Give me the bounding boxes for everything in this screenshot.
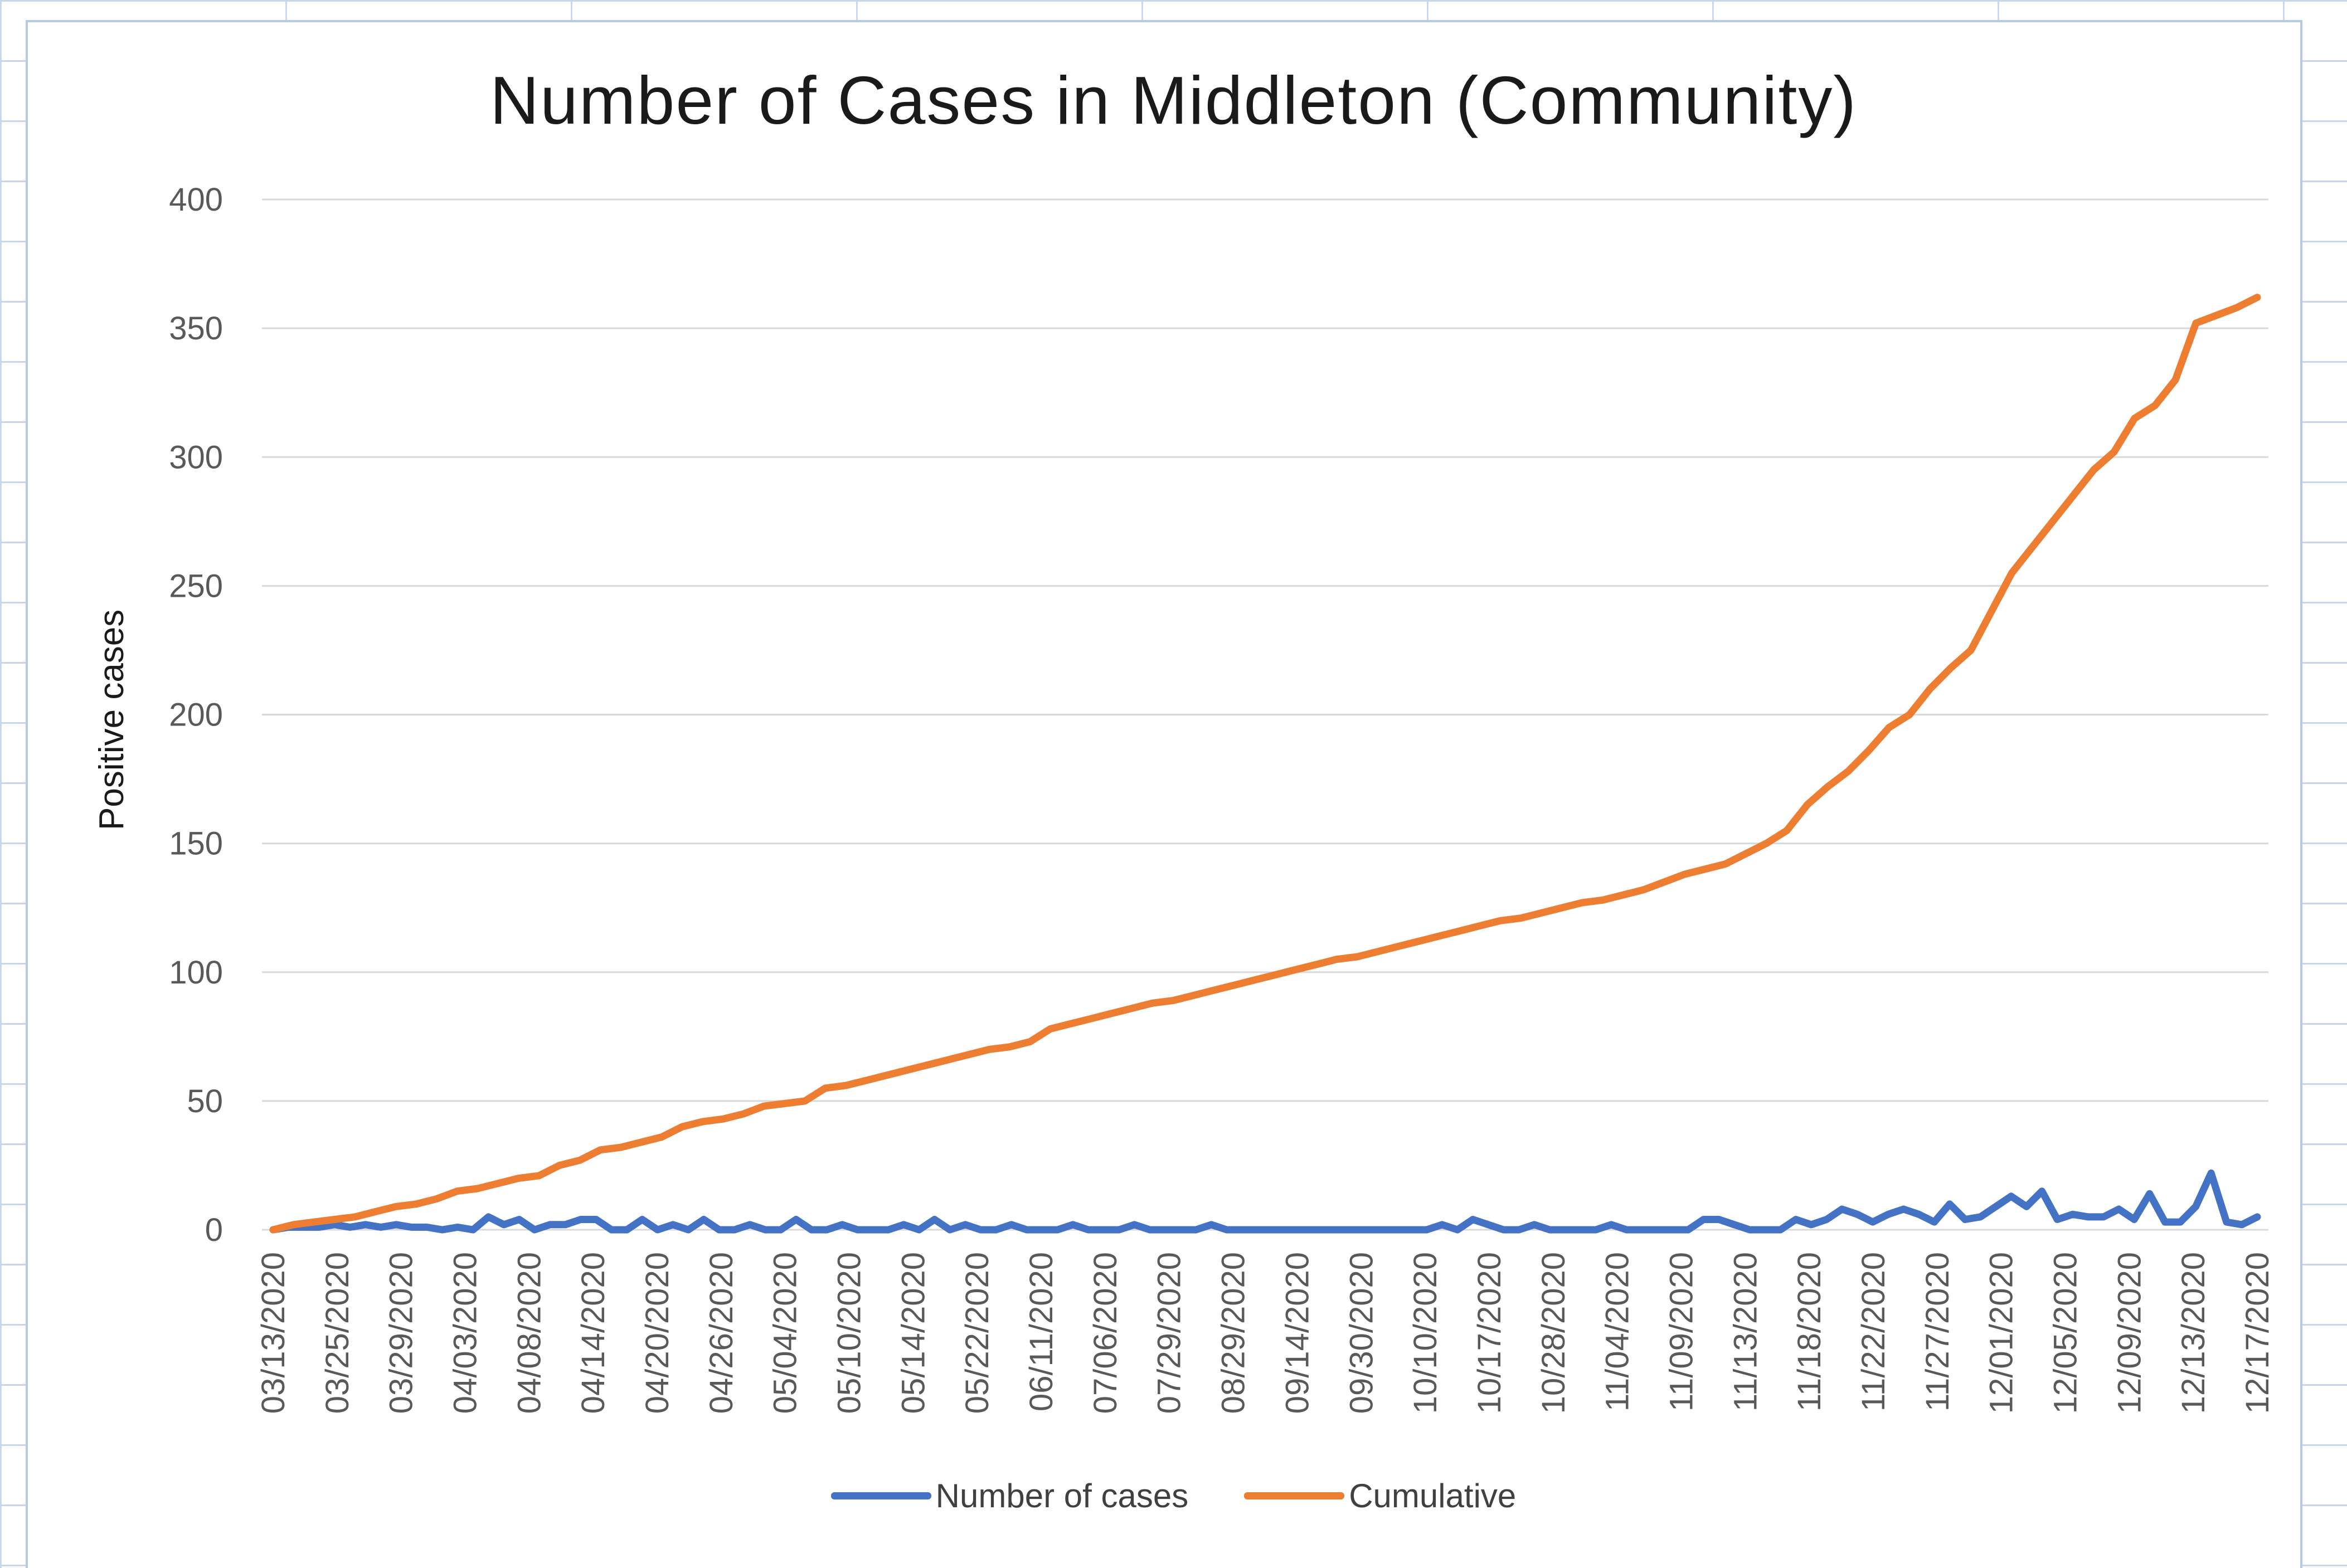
- x-tick-label: 11/04/2020: [1600, 1252, 1636, 1411]
- x-tick-label: 04/14/2020: [575, 1252, 611, 1414]
- x-tick-label: 12/05/2020: [2047, 1252, 2083, 1414]
- y-tick-label-50: 50: [187, 1083, 223, 1119]
- x-tick-label: 06/11/2020: [1023, 1252, 1060, 1411]
- y-tick-label-350: 350: [169, 310, 223, 347]
- y-tick-label-200: 200: [169, 697, 223, 733]
- legend-label-number-of-cases: Number of cases: [935, 1477, 1189, 1515]
- y-tick-label-250: 250: [169, 568, 223, 604]
- x-tick-label: 03/25/2020: [319, 1252, 356, 1414]
- y-tick-label-150: 150: [169, 826, 223, 862]
- x-tick-label: 10/28/2020: [1535, 1252, 1572, 1414]
- x-tick-label: 07/06/2020: [1087, 1252, 1124, 1414]
- legend: Number of cases Cumulative: [0, 1477, 2347, 1515]
- series-line-cumulative: [269, 294, 2261, 1234]
- x-tick-label: 05/10/2020: [832, 1252, 868, 1414]
- x-tick-label: 08/29/2020: [1216, 1252, 1252, 1414]
- x-tick-label: 10/10/2020: [1407, 1252, 1444, 1414]
- x-tick-label: 04/20/2020: [639, 1252, 676, 1414]
- x-tick-label: 07/29/2020: [1151, 1252, 1188, 1414]
- x-tick-label: 11/13/2020: [1727, 1252, 1763, 1411]
- x-tick-label: 05/22/2020: [959, 1252, 995, 1414]
- x-tick-label: 09/30/2020: [1343, 1252, 1379, 1414]
- x-tick-label: 10/17/2020: [1471, 1252, 1508, 1414]
- x-tick-label: 05/04/2020: [767, 1252, 804, 1414]
- legend-swatch-number-of-cases: [830, 1492, 931, 1499]
- legend-item-cumulative: Cumulative: [1244, 1477, 1516, 1515]
- series-line-number-of-cases: [269, 1169, 2261, 1234]
- x-tick-label: 12/13/2020: [2175, 1252, 2212, 1414]
- x-tick-label: 12/17/2020: [2239, 1252, 2276, 1414]
- chart-title: Number of Cases in Middleton (Community): [489, 62, 1858, 138]
- x-tick-label: 11/09/2020: [1663, 1252, 1699, 1411]
- x-tick-label: 11/27/2020: [1920, 1252, 1956, 1411]
- x-tick-label: 03/13/2020: [255, 1252, 291, 1414]
- legend-swatch-cumulative: [1244, 1492, 1345, 1499]
- y-tick-label-100: 100: [169, 955, 223, 991]
- x-tick-label: 09/14/2020: [1279, 1252, 1315, 1414]
- x-tick-label: 05/14/2020: [895, 1252, 931, 1414]
- x-tick-label: 04/08/2020: [511, 1252, 547, 1414]
- x-tick-label: 03/29/2020: [383, 1252, 420, 1414]
- x-tick-label: 12/09/2020: [2111, 1252, 2147, 1414]
- legend-item-number-of-cases: Number of cases: [830, 1477, 1189, 1515]
- x-tick-label: 04/03/2020: [448, 1252, 484, 1414]
- x-tick-label: 11/22/2020: [1855, 1252, 1892, 1411]
- x-tick-label: 04/26/2020: [703, 1252, 740, 1414]
- chart-area[interactable]: [26, 20, 2302, 1568]
- x-tick-label: 11/18/2020: [1791, 1252, 1828, 1411]
- legend-label-cumulative: Cumulative: [1349, 1477, 1517, 1515]
- y-tick-label-0: 0: [205, 1212, 223, 1248]
- y-tick-label-300: 300: [169, 439, 223, 475]
- x-tick-label: 12/01/2020: [1984, 1252, 2020, 1414]
- y-tick-label-400: 400: [169, 182, 223, 218]
